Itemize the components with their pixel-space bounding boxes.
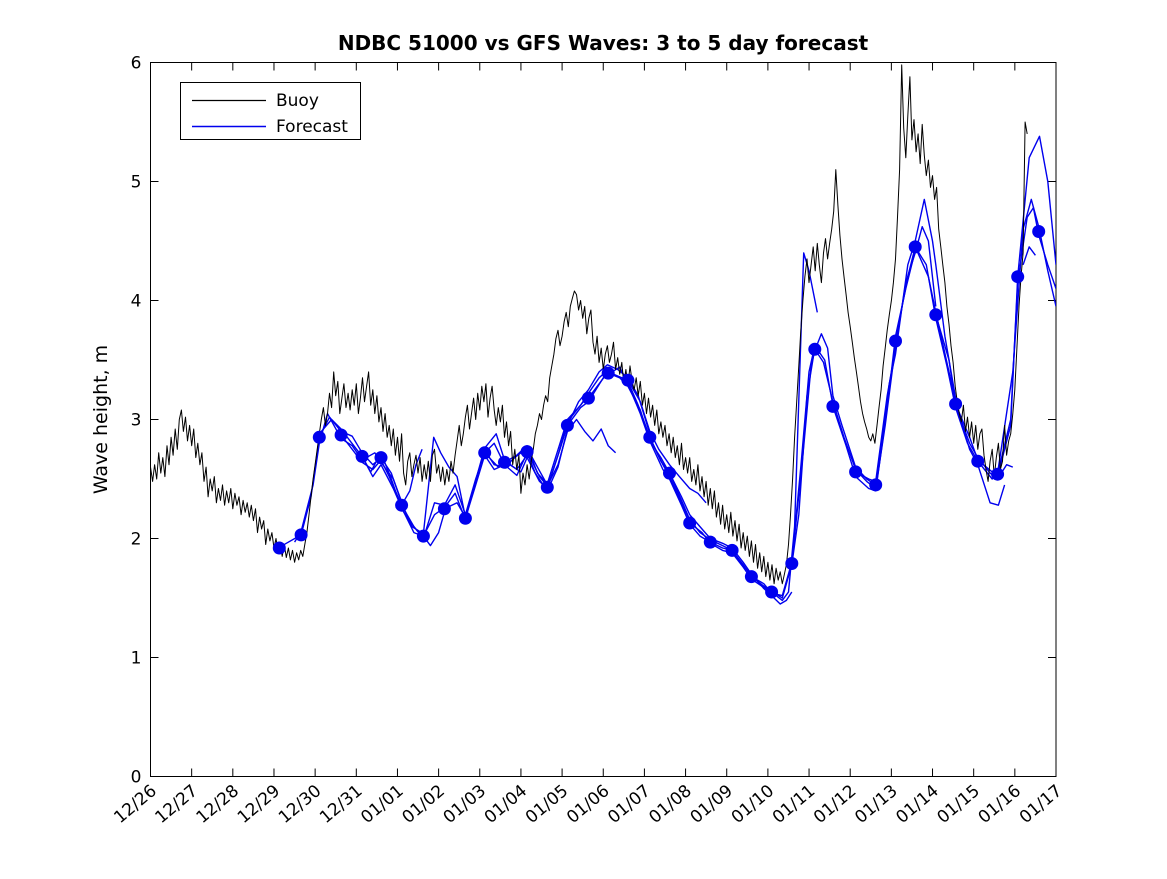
forecast-marker <box>540 480 554 494</box>
y-tick-label: 3 <box>131 411 142 431</box>
y-tick-label: 2 <box>131 530 142 550</box>
forecast-marker <box>458 511 472 525</box>
forecast-marker <box>601 366 615 380</box>
forecast-line-segment <box>361 456 446 547</box>
x-tick-label: 01/03 <box>440 781 490 828</box>
x-tick-label: 12/30 <box>275 781 325 828</box>
forecast-marker <box>971 454 985 468</box>
forecast-marker <box>312 430 326 444</box>
x-tick-label: 01/06 <box>563 781 613 828</box>
legend: Buoy Forecast <box>180 82 361 140</box>
x-tick-label: 01/05 <box>522 781 572 828</box>
x-tick-label: 01/02 <box>398 781 448 828</box>
x-tick-label: 01/08 <box>645 781 695 828</box>
forecast-marker <box>643 430 657 444</box>
x-tick-label: 01/10 <box>728 781 778 828</box>
y-tick-label: 5 <box>131 173 142 193</box>
forecast-marker <box>334 428 348 442</box>
forecast-marker <box>1032 225 1046 238</box>
forecast-marker <box>869 478 883 492</box>
forecast-line-segment <box>273 416 382 552</box>
legend-box <box>180 82 361 140</box>
x-tick-label: 01/16 <box>975 781 1025 828</box>
chart-title: NDBC 51000 vs GFS Waves: 3 to 5 day fore… <box>338 31 869 55</box>
forecast-marker <box>395 498 409 512</box>
forecast-marker <box>1011 270 1025 284</box>
forecast-marker <box>725 543 739 557</box>
forecast-marker <box>663 466 676 480</box>
legend-forecast-label: Forecast <box>276 117 348 137</box>
forecast-marker <box>929 308 943 322</box>
forecast-line-segment <box>875 198 957 485</box>
forecast-marker <box>808 342 822 356</box>
forecast-marker <box>908 240 922 254</box>
forecast-line-segment <box>294 412 403 543</box>
x-tick-label: 01/07 <box>604 781 654 828</box>
legend-buoy-label: Buoy <box>276 91 319 111</box>
forecast-marker <box>581 391 595 405</box>
x-tick-label: 12/31 <box>316 781 366 828</box>
x-tick-label: 01/17 <box>1016 781 1066 828</box>
forecast-marker <box>374 451 388 465</box>
axes-box <box>150 62 1057 777</box>
y-tick-label: 4 <box>131 292 142 312</box>
x-tick-label: 01/13 <box>851 781 901 828</box>
forecast-line-segment <box>996 206 1056 475</box>
x-tick-label: 12/27 <box>151 781 201 828</box>
forecast-marker <box>683 516 697 530</box>
y-tick-label: 6 <box>131 54 142 74</box>
forecast-marker <box>355 449 369 463</box>
forecast-marker <box>949 397 963 411</box>
forecast-marker <box>889 334 902 348</box>
forecast-marker <box>991 467 1005 481</box>
x-tick-label: 01/12 <box>810 781 860 828</box>
forecast-marker <box>478 446 492 460</box>
forecast-marker <box>849 465 863 479</box>
x-tick-label: 01/15 <box>934 781 984 828</box>
forecast-marker <box>826 399 840 413</box>
forecast-marker <box>744 570 758 584</box>
forecast-marker <box>785 557 799 570</box>
forecast-marker <box>272 541 286 555</box>
forecast-line-segment <box>791 333 877 564</box>
forecast-line-segment <box>627 379 707 504</box>
forecast-line-segment <box>484 395 589 490</box>
forecast-line-segment <box>731 347 816 599</box>
forecast-marker <box>703 535 717 549</box>
x-tick-label: 01/11 <box>769 781 819 828</box>
y-axis-label: Wave height, m <box>90 345 112 494</box>
x-tick-label: 12/26 <box>110 781 160 828</box>
y-tick-label: 1 <box>131 649 142 669</box>
x-tick-label: 12/28 <box>193 781 243 828</box>
x-tick-label: 01/09 <box>687 781 737 828</box>
forecast-marker <box>294 528 308 542</box>
forecast-marker <box>437 502 451 516</box>
forecast-marker <box>560 418 574 432</box>
forecast-line-segment <box>1022 246 1036 266</box>
forecast-line-segment <box>954 135 1056 478</box>
forecast-markers <box>272 225 1046 599</box>
x-tick-label: 01/01 <box>357 781 407 828</box>
forecast-marker <box>765 585 779 599</box>
tick-labels: 12/2612/2712/2812/2912/3012/3101/0101/02… <box>110 54 1066 828</box>
forecast-marker <box>416 529 430 543</box>
x-tick-label: 12/29 <box>234 781 284 828</box>
forecast-line-segment <box>771 252 818 602</box>
forecast-marker <box>498 455 511 469</box>
x-tick-label: 01/14 <box>892 781 942 828</box>
x-tick-label: 01/04 <box>481 781 531 828</box>
forecast-line-segment <box>914 246 1006 506</box>
forecast-marker <box>520 445 534 459</box>
data-series <box>150 64 1056 605</box>
y-tick-label: 0 <box>131 768 142 788</box>
axes <box>150 62 1057 777</box>
buoy-line <box>150 64 1028 585</box>
forecast-marker <box>621 373 635 387</box>
